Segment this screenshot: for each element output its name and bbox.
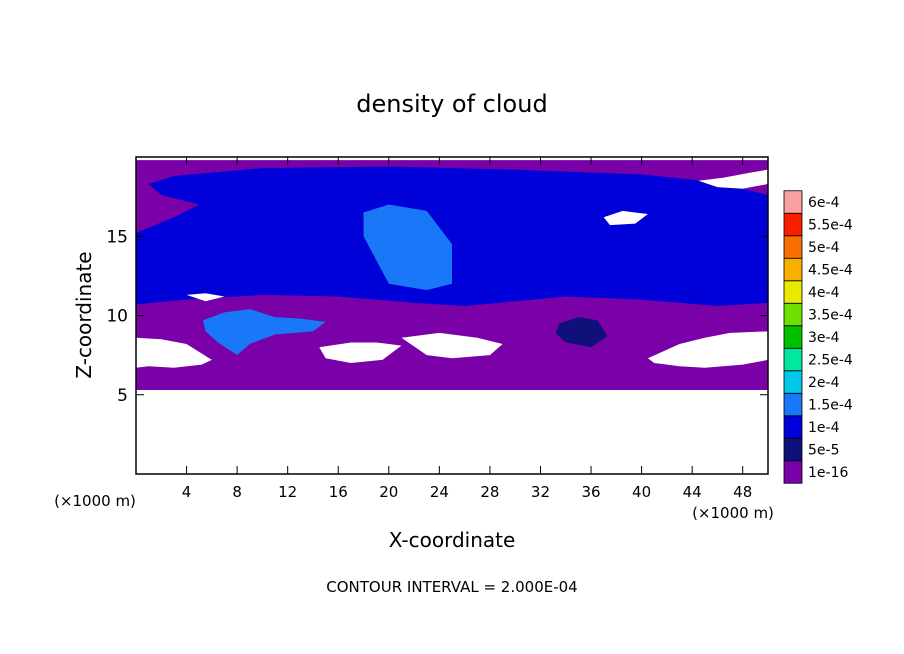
colorbar-swatch <box>783 370 803 394</box>
clear-sky-gap-left-small <box>186 293 225 302</box>
colorbar-swatch <box>783 415 803 439</box>
x-tick-label: 24 <box>430 483 449 501</box>
x-tick-label: 44 <box>683 483 702 501</box>
x-tick-label: 36 <box>581 483 600 501</box>
colorbar-label: 1e-16 <box>808 465 848 481</box>
y-tick-label: 5 <box>117 386 128 406</box>
colorbar-swatch <box>783 392 803 417</box>
colorbar-label: 5e-5 <box>808 443 839 459</box>
x-axis: 4 8 12 16 20 24 28 32 36 40 44 48 <box>182 157 752 501</box>
colorbar-swatch <box>783 437 803 462</box>
contour-region-core-blue-3 <box>262 260 307 280</box>
x-tick-label: 16 <box>329 483 348 501</box>
x-tick-label: 48 <box>733 483 752 501</box>
y-tick-label: 15 <box>106 227 128 247</box>
colorbar-swatch <box>783 190 803 214</box>
y-axis-label: Z-coordinate <box>72 251 96 378</box>
contour-region-dark-core <box>555 317 608 348</box>
clear-sky-gap-right <box>647 331 768 368</box>
colorbar: 1e-16 5e-5 1e-4 1.5e-4 2e-4 2.5e-4 3e-4 3.5e-4 4… <box>783 190 853 484</box>
clear-sky-gap-mid-2 <box>401 332 503 359</box>
colorbar-label: 2e-4 <box>808 375 840 391</box>
chart-title: density of cloud <box>356 90 547 118</box>
colorbar-swatch <box>783 257 803 282</box>
x-tick-label: 32 <box>531 483 550 501</box>
contour-region-upper-blue-band <box>136 166 768 306</box>
colorbar-swatch <box>783 280 803 304</box>
x-tick-label: 12 <box>278 483 297 501</box>
x-unit-right: (×1000 m) <box>692 504 774 522</box>
x-tick-label: 40 <box>632 483 651 501</box>
colorbar-swatch <box>783 212 803 237</box>
colorbar-label: 6e-4 <box>808 195 840 211</box>
contour-region-core-blue-1 <box>363 204 452 291</box>
contour-interval: CONTOUR INTERVAL = 2.000E-04 <box>326 578 577 596</box>
colorbar-swatch <box>783 302 803 327</box>
colorbar-swatch <box>783 347 803 372</box>
colorbar-swatch <box>783 235 803 259</box>
clear-sky-gap-left <box>136 337 212 368</box>
colorbar-label: 3e-4 <box>808 330 840 346</box>
clear-sky-gap-upper-mid <box>603 210 648 226</box>
colorbar-label: 1.5e-4 <box>808 398 853 414</box>
y-tick-label: 10 <box>106 307 128 327</box>
contour-regions <box>136 160 768 390</box>
x-tick-label: 20 <box>379 483 398 501</box>
y-axis: 5 10 15 <box>106 227 768 406</box>
colorbar-label: 3.5e-4 <box>808 308 853 324</box>
colorbar-label: 4.5e-4 <box>808 263 853 279</box>
colorbar-label: 1e-4 <box>808 420 840 436</box>
x-tick-label: 28 <box>480 483 499 501</box>
clear-sky-gap-upper-right <box>698 169 768 189</box>
contour-region-core-blue-2 <box>202 309 326 356</box>
colorbar-swatch <box>783 460 803 484</box>
colorbar-label: 4e-4 <box>808 285 840 301</box>
x-tick-label: 4 <box>182 483 192 501</box>
colorbar-swatch <box>783 325 803 349</box>
x-axis-label: X-coordinate <box>389 528 516 552</box>
colorbar-label: 5.5e-4 <box>808 218 853 234</box>
colorbar-label: 2.5e-4 <box>808 353 853 369</box>
clear-sky-gap-mid-1 <box>319 342 402 364</box>
colorbar-label: 5e-4 <box>808 240 840 256</box>
x-unit-left: (×1000 m) <box>54 492 136 510</box>
x-tick-label: 8 <box>232 483 242 501</box>
